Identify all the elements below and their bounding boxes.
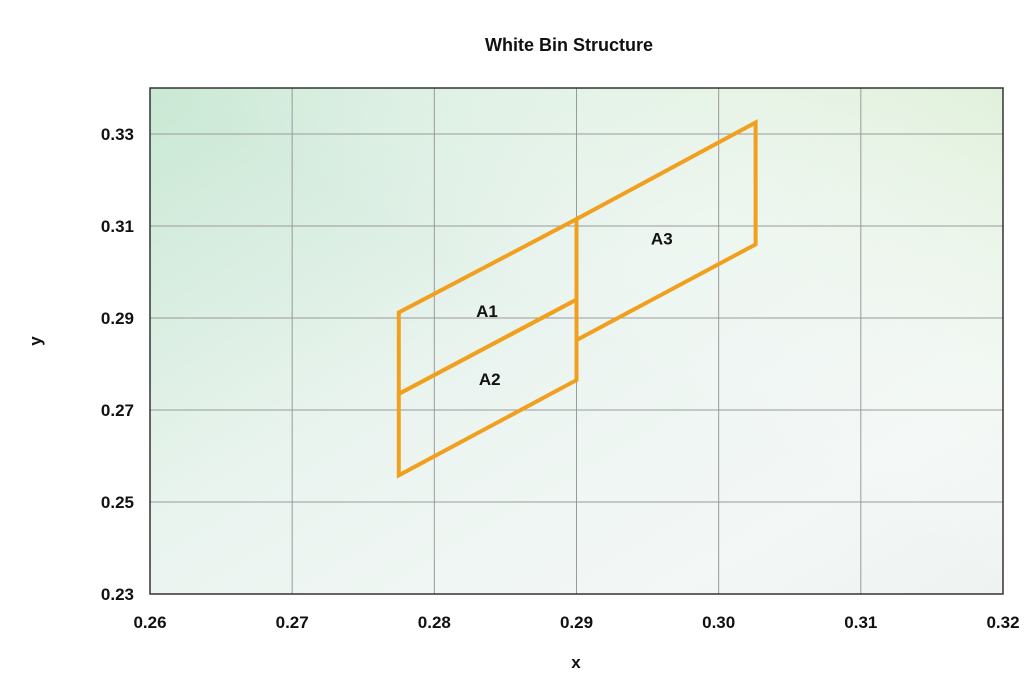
x-tick-label: 0.27 xyxy=(276,613,309,632)
x-tick-label: 0.28 xyxy=(418,613,451,632)
y-axis-label: y xyxy=(26,336,45,346)
x-tick-label: 0.31 xyxy=(844,613,877,632)
plot-frame xyxy=(149,87,1004,595)
y-tick-label: 0.23 xyxy=(101,585,134,604)
bin-label-a2: A2 xyxy=(479,370,501,389)
bin-region-a3 xyxy=(574,119,758,344)
y-tick-label: 0.25 xyxy=(101,493,134,512)
bin-regions: A1 A2 A3 xyxy=(396,119,758,479)
bin-label-a1: A1 xyxy=(476,302,498,321)
chart-title: White Bin Structure xyxy=(485,35,653,55)
x-axis-label: x xyxy=(571,653,581,672)
y-tick-label: 0.27 xyxy=(101,401,134,420)
x-tick-label: 0.26 xyxy=(133,613,166,632)
x-tick-label: 0.30 xyxy=(702,613,735,632)
x-tick-label: 0.29 xyxy=(560,613,593,632)
y-tick-label: 0.33 xyxy=(101,125,134,144)
x-tick-label: 0.32 xyxy=(986,613,1019,632)
y-tick-label: 0.31 xyxy=(101,217,134,236)
tick-labels: 0.26 0.27 0.28 0.29 0.30 0.31 0.32 0.23 0.25 0.27… xyxy=(101,125,1020,632)
bin-label-a3: A3 xyxy=(651,229,673,248)
y-tick-label: 0.29 xyxy=(101,309,134,328)
